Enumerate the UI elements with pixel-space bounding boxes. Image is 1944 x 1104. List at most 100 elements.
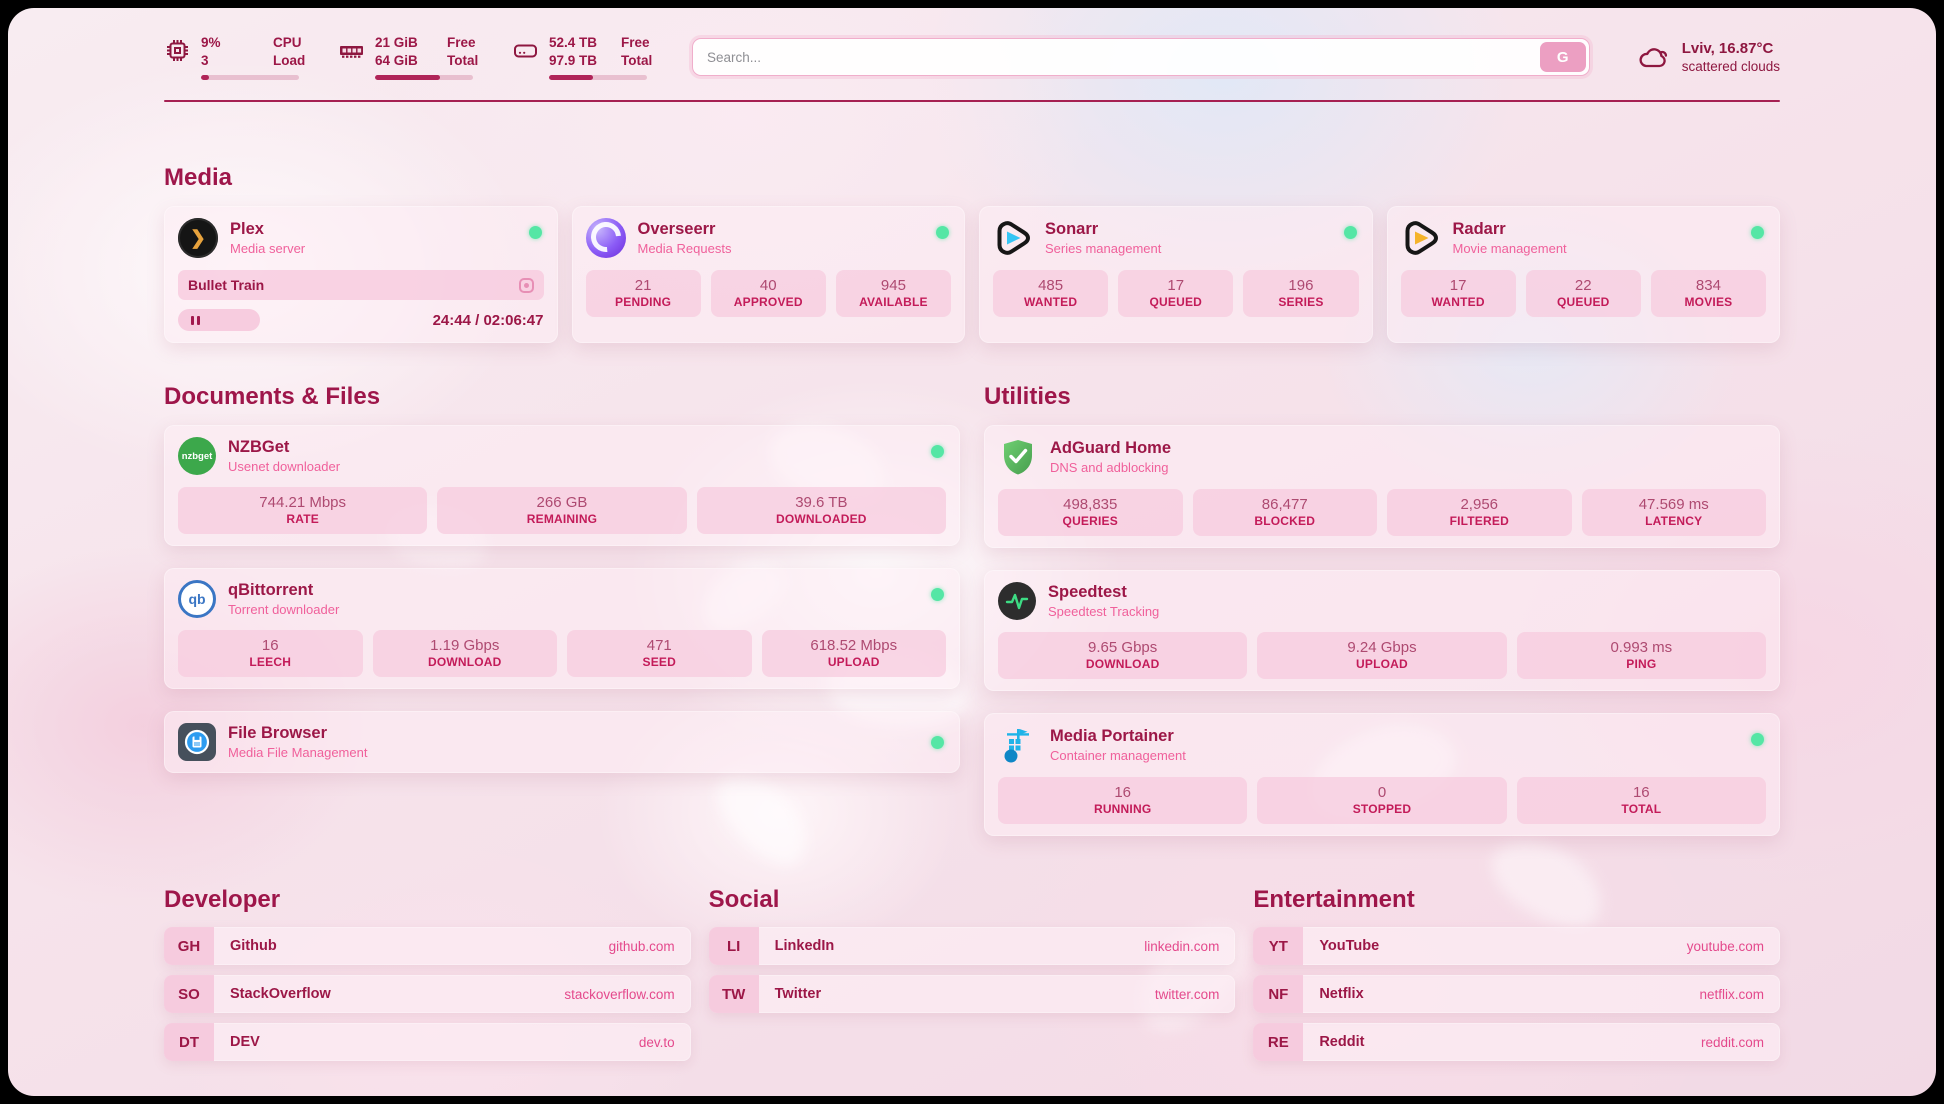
stat-value: 834 (1695, 277, 1721, 295)
app-description: Media Requests (637, 241, 732, 257)
overseerr-card[interactable]: Overseerr Media Requests 21 PENDING 40 A… (571, 206, 965, 344)
sonarr-icon (993, 218, 1033, 258)
stat-pending: 21 PENDING (585, 270, 701, 318)
storage-free-value: 52.4 TB (549, 35, 598, 50)
plex-card[interactable]: ❯ Plex Media server Bullet Train 24:44 (164, 206, 558, 344)
stat-wanted: 485 WANTED (993, 270, 1109, 318)
stat-value: 0 (1377, 784, 1387, 802)
stat-value: 17 (1167, 277, 1185, 295)
status-dot (1751, 733, 1764, 747)
bookmark-url: twitter.com (1154, 986, 1220, 1002)
bookmark-reddit[interactable]: RE Reddit reddit.com (1253, 1023, 1780, 1062)
nzbget-icon: nzbget (178, 437, 216, 476)
bookmark-netflix[interactable]: NF Netflix netflix.com (1253, 975, 1780, 1014)
stat-value: 40 (759, 277, 777, 295)
stat-label: RATE (286, 512, 319, 527)
cpu-progress-bar (201, 75, 299, 81)
stat-label: DOWNLOAD (1085, 657, 1160, 672)
bookmark-name: DEV (230, 1034, 260, 1051)
bookmark-github[interactable]: GH Github github.com (164, 927, 691, 966)
app-description: Usenet downloader (228, 459, 341, 475)
stat-queued: 22 QUEUED (1525, 270, 1641, 318)
app-name: Media Portainer (1050, 727, 1174, 746)
bookmark-twitter[interactable]: TW Twitter twitter.com (708, 975, 1236, 1014)
adguard-icon (998, 437, 1038, 477)
cpu-usage-label: CPU (273, 35, 302, 50)
stat-queries: 498,835 QUERIES (998, 489, 1183, 537)
app-name: Sonarr (1045, 220, 1099, 239)
stat-value: 22 (1574, 277, 1592, 295)
developer-section: Developer GH Github github.com SO StackO… (164, 886, 691, 1062)
stat-label: FILTERED (1449, 514, 1509, 529)
bookmark-dev[interactable]: DT DEV dev.to (164, 1023, 691, 1062)
bookmark-url: youtube.com (1686, 938, 1764, 954)
radarr-card[interactable]: Radarr Movie management 17 WANTED 22 QUE… (1386, 206, 1780, 344)
storage-stat: 52.4 TB Free 97.9 TB Total (512, 34, 652, 81)
adguard-card[interactable]: AdGuard Home DNS and adblocking 498,835 … (984, 425, 1780, 549)
status-dot (528, 226, 542, 240)
pause-icon (191, 315, 194, 325)
nzbget-card[interactable]: nzbget NZBGet Usenet downloader 744.21 M… (164, 425, 960, 547)
bookmark-name: YouTube (1319, 938, 1380, 955)
stat-label: SERIES (1278, 295, 1324, 310)
session-icon (518, 277, 534, 293)
stat-label: REMAINING (526, 512, 598, 527)
stat-value: 16 (261, 637, 279, 655)
bookmark-linkedin[interactable]: LI LinkedIn linkedin.com (708, 927, 1236, 966)
pause-button[interactable] (178, 309, 260, 332)
stat-label: APPROVED (733, 295, 803, 310)
stat-value: 2,956 (1460, 496, 1499, 514)
stat-label: QUEUED (1149, 295, 1203, 310)
stat-download: 9.65 Gbps DOWNLOAD (998, 632, 1248, 680)
stat-label: UPLOAD (827, 655, 880, 670)
bookmark-name: Github (230, 938, 277, 955)
bookmark-abbr: RE (1253, 1023, 1304, 1062)
stat-latency: 47.569 ms LATENCY (1581, 489, 1766, 537)
bookmark-abbr: YT (1253, 927, 1304, 966)
status-dot (931, 588, 944, 602)
search-input[interactable] (692, 38, 1590, 77)
memory-free-label: Free (447, 35, 476, 50)
qbittorrent-card[interactable]: qb qBittorrent Torrent downloader 16 LEE… (164, 568, 960, 690)
stat-label: TOTAL (1621, 802, 1662, 817)
stat-value: 471 (646, 637, 672, 655)
overseerr-icon (585, 218, 626, 259)
stat-label: AVAILABLE (859, 295, 928, 310)
bookmark-youtube[interactable]: YT YouTube youtube.com (1253, 927, 1780, 966)
search-engine-button[interactable]: G (1539, 42, 1586, 73)
stat-queued: 17 QUEUED (1118, 270, 1234, 318)
media-section-title: Media (164, 164, 233, 192)
sonarr-card[interactable]: Sonarr Series management 485 WANTED 17 Q… (979, 206, 1373, 344)
portainer-icon (998, 725, 1038, 765)
app-name: Overseerr (637, 220, 716, 239)
utilities-section: Utilities (984, 383, 1780, 837)
developer-section-title: Developer (164, 886, 281, 914)
stat-seed: 471 SEED (567, 630, 752, 678)
app-description: Media server (230, 241, 306, 257)
stat-label: WANTED (1431, 295, 1485, 310)
stat-label: PENDING (615, 295, 672, 310)
bookmark-url: github.com (608, 938, 675, 954)
status-dot (1343, 226, 1357, 240)
documents-section: Documents & Files nzbget NZBGet Usenet d… (164, 383, 960, 836)
stat-remaining: 266 GB REMAINING (437, 487, 687, 535)
media-section: Media ❯ Plex Media server Bullet Train (164, 164, 1780, 344)
bookmark-url: stackoverflow.com (564, 986, 675, 1002)
filebrowser-card[interactable]: File Browser Media File Management (164, 711, 960, 774)
entertainment-section-title: Entertainment (1253, 886, 1415, 914)
stat-download: 1.19 Gbps DOWNLOAD (372, 630, 557, 678)
bookmark-url: netflix.com (1699, 986, 1764, 1002)
playback-time: 24:44 / 02:06:47 (432, 311, 544, 329)
memory-progress-bar (375, 75, 473, 81)
portainer-card[interactable]: Media Portainer Container management 16 … (984, 713, 1780, 837)
bookmark-stackoverflow[interactable]: SO StackOverflow stackoverflow.com (164, 975, 691, 1014)
bookmark-abbr: DT (164, 1023, 214, 1062)
stat-approved: 40 APPROVED (710, 270, 826, 318)
app-name: AdGuard Home (1050, 439, 1172, 458)
bookmark-abbr: SO (164, 975, 214, 1014)
stat-value: 16 (1632, 784, 1650, 802)
speedtest-card[interactable]: Speedtest Speedtest Tracking 9.65 Gbps D… (984, 570, 1780, 692)
cpu-load-label: Load (273, 52, 306, 68)
stat-downloaded: 39.6 TB DOWNLOADED (696, 487, 946, 535)
stat-value: 744.21 Mbps (259, 494, 347, 512)
